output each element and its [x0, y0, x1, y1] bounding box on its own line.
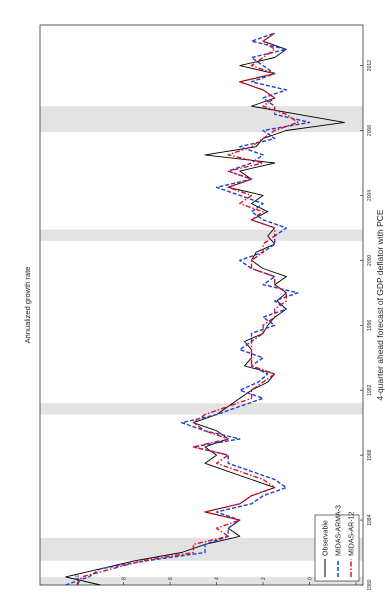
y-axis-label: Annualized growth rate: [23, 267, 32, 344]
legend-box: [314, 514, 360, 582]
y-tick-label-6: 6: [168, 577, 174, 580]
recession-band-1: [40, 537, 363, 561]
legend-label-0: Observable: [323, 520, 330, 556]
recession-band-2: [40, 403, 363, 415]
legend-items: Observable MIDAS-ARMA-3 MIDAS-AR-12: [323, 505, 356, 577]
x-tick-label-2008: 2008: [367, 125, 373, 136]
legend: Observable MIDAS-ARMA-3 MIDAS-AR-12: [314, 505, 360, 582]
x-tick-label-1996: 1996: [367, 320, 373, 331]
x-tick-label-2000: 2000: [367, 255, 373, 266]
x-tick-label-1992: 1992: [367, 384, 373, 395]
y-tick-label-2: 2: [261, 577, 267, 580]
y-tick-label-0: 0: [307, 577, 313, 580]
plot-area: [39, 24, 364, 586]
x-tick-label-1980: 1980: [367, 579, 373, 590]
x-tick-label-1988: 1988: [367, 449, 373, 460]
series-line-2: [76, 32, 299, 586]
rotated-plot: 198019841988199219962000200420082012-202…: [23, 24, 385, 591]
series-line-1: [65, 32, 311, 586]
x-tick-label-2012: 2012: [367, 60, 373, 71]
recession-bands: [40, 106, 363, 585]
recession-band-4: [40, 106, 363, 133]
x-tick-label-2004: 2004: [367, 190, 373, 201]
legend-label-1: MIDAS-ARMA-3: [336, 505, 343, 556]
recession-band-0: [40, 576, 363, 585]
recession-band-3: [40, 229, 363, 241]
y-tick-label-8: 8: [121, 577, 127, 580]
series-lines: [65, 32, 345, 586]
x-tick-label-1984: 1984: [367, 514, 373, 525]
chart-title: 4-quarter ahead forecast of GDP deflator…: [375, 209, 385, 401]
y-tick-label-4: 4: [214, 577, 220, 580]
y-tick-label-10: 10: [75, 574, 81, 580]
legend-label-2: MIDAS-AR-12: [349, 512, 356, 556]
